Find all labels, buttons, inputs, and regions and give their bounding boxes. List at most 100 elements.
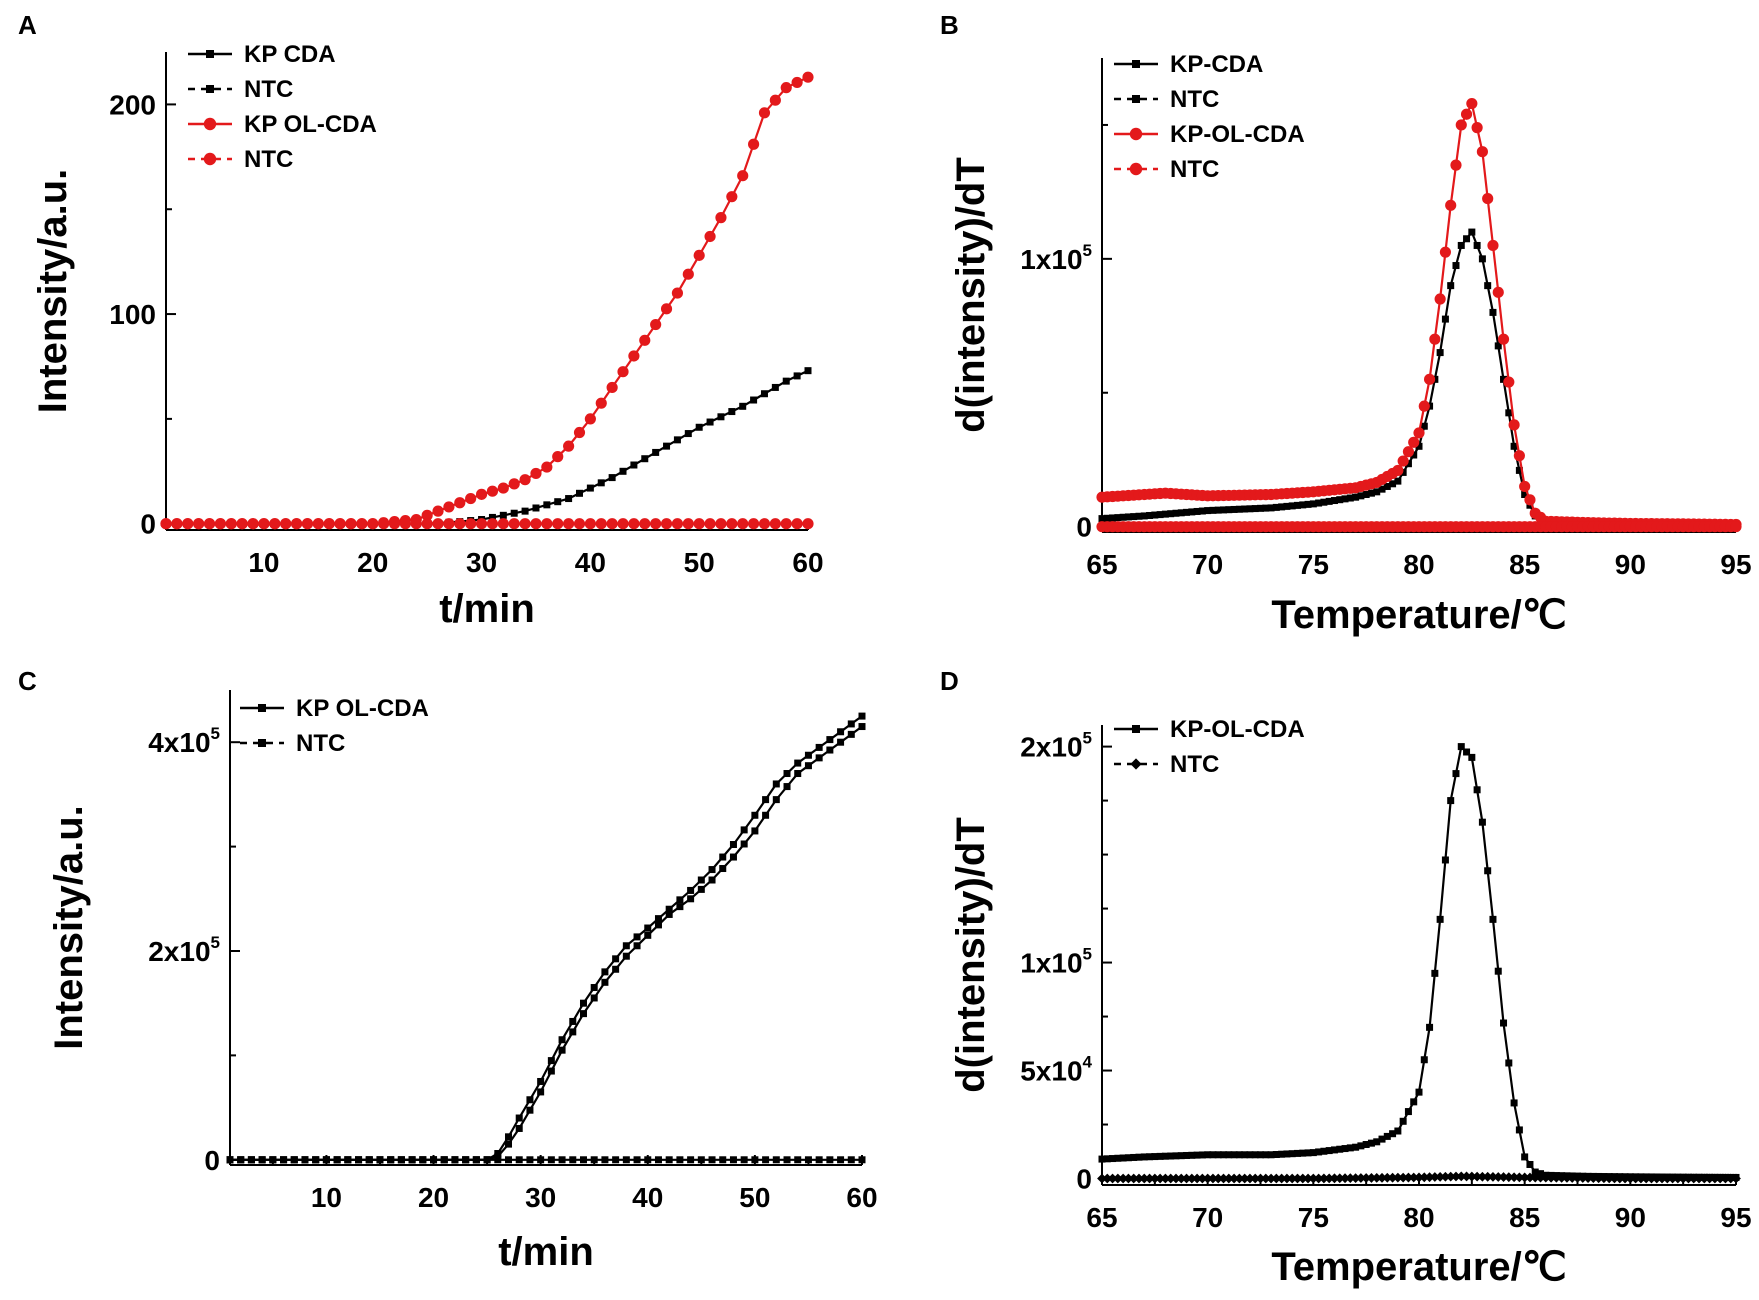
data-point — [1500, 1019, 1508, 1027]
data-point — [430, 1156, 438, 1164]
data-point — [1325, 497, 1333, 505]
data-point — [345, 518, 357, 530]
legend-entry: KP-OL-CDA — [1114, 121, 1305, 148]
data-point — [1134, 1173, 1144, 1184]
legend-entry: KP CDA — [188, 41, 336, 68]
data-point — [1526, 1160, 1534, 1168]
y-tick-base: 2x10 — [148, 936, 210, 967]
y-tick-base: 1x10 — [1020, 244, 1082, 275]
data-point — [1223, 1173, 1234, 1184]
data-point — [1488, 1172, 1498, 1182]
data-point — [682, 518, 694, 530]
legend-label: NTC — [1170, 751, 1219, 778]
data-point — [1609, 1173, 1620, 1184]
data-point — [443, 501, 455, 513]
series-2 — [226, 1156, 866, 1164]
data-point — [579, 1156, 587, 1164]
x-tick-label: 70 — [1192, 549, 1223, 580]
series-line — [166, 369, 809, 525]
data-point — [269, 1156, 277, 1164]
data-point — [665, 905, 673, 913]
x-tick-label: 65 — [1086, 1202, 1117, 1233]
y-tick-label: 0 — [1076, 512, 1092, 543]
data-point — [676, 1156, 684, 1164]
series-2 — [160, 71, 814, 530]
data-point — [563, 440, 575, 452]
data-point — [1704, 1173, 1715, 1184]
data-point — [1468, 753, 1476, 761]
data-point — [815, 1156, 823, 1164]
data-point — [1313, 1173, 1324, 1184]
x-tick-label: 40 — [575, 547, 606, 578]
legend-entry: NTC — [1114, 86, 1219, 113]
data-point — [1346, 1144, 1354, 1152]
data-point — [486, 485, 499, 497]
data-point — [1336, 496, 1344, 504]
data-point — [521, 507, 529, 515]
data-point — [751, 811, 759, 819]
data-point — [1614, 1173, 1625, 1184]
data-point — [1324, 1173, 1335, 1184]
data-point — [1230, 505, 1238, 513]
legend-entry: NTC — [1114, 156, 1219, 183]
data-point — [684, 430, 692, 438]
data-point — [751, 827, 759, 835]
data-point — [1450, 159, 1462, 171]
data-point — [728, 408, 736, 416]
data-point — [376, 1156, 384, 1164]
data-point — [769, 518, 781, 530]
data-point — [772, 796, 780, 804]
data-point — [1410, 1098, 1418, 1106]
data-point — [719, 1156, 727, 1164]
data-point — [1408, 1172, 1419, 1183]
data-point — [644, 931, 652, 939]
data-point — [628, 350, 640, 362]
x-tick-label: 30 — [525, 1182, 556, 1213]
data-point — [1478, 818, 1486, 826]
data-point — [1128, 1173, 1139, 1184]
data-point — [1420, 1056, 1428, 1064]
data-point — [1593, 1173, 1604, 1184]
data-point — [715, 212, 727, 224]
legend-entry: KP OL-CDA — [240, 695, 429, 722]
legend-label: NTC — [1170, 86, 1219, 113]
data-point — [1341, 495, 1349, 503]
legend-swatch-marker — [1130, 758, 1142, 770]
data-point — [590, 1156, 598, 1164]
data-point — [1293, 1149, 1301, 1157]
data-point — [1124, 513, 1132, 521]
data-point — [751, 1156, 759, 1164]
x-tick-label: 75 — [1298, 1202, 1329, 1233]
data-point — [1505, 1059, 1513, 1067]
legend-swatch-marker — [203, 117, 217, 131]
data-point — [508, 518, 520, 530]
data-point — [597, 479, 605, 487]
data-point — [729, 841, 737, 849]
data-point — [1151, 1153, 1159, 1161]
data-point — [671, 518, 684, 530]
data-point — [258, 518, 270, 530]
data-point — [1482, 193, 1494, 205]
data-point — [432, 505, 444, 517]
data-point — [1251, 1151, 1259, 1159]
legend-swatch-marker — [1132, 95, 1140, 103]
data-point — [1118, 1173, 1129, 1184]
data-point — [575, 489, 583, 497]
data-point — [737, 518, 749, 530]
data-point — [1171, 1173, 1181, 1184]
data-point — [334, 518, 346, 530]
y-tick-label: 0 — [204, 1145, 220, 1176]
data-point — [1151, 511, 1159, 519]
data-point — [654, 1156, 662, 1164]
data-point — [1334, 1173, 1345, 1184]
data-point — [601, 968, 609, 976]
data-point — [1188, 1151, 1196, 1159]
data-point — [772, 780, 780, 788]
data-point — [1429, 1172, 1440, 1182]
x-tick-label: 75 — [1298, 549, 1329, 580]
data-point — [1165, 1173, 1176, 1184]
data-point — [1394, 1127, 1402, 1135]
legend-label: KP-OL-CDA — [1170, 716, 1305, 743]
data-point — [617, 518, 629, 530]
data-point — [408, 1156, 416, 1164]
